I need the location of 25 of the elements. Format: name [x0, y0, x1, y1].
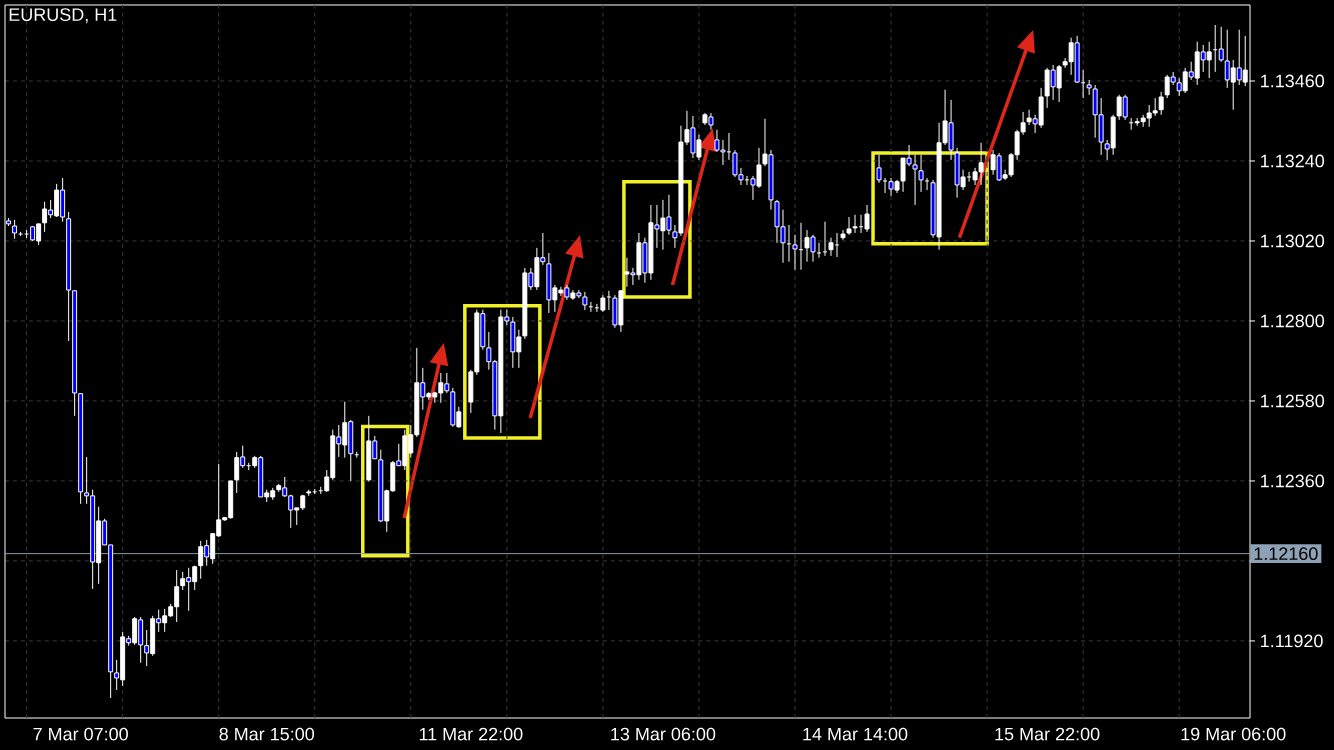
- x-tick-label: 11 Mar 22:00: [419, 727, 523, 741]
- chart-title: EURUSD, H1: [9, 8, 117, 24]
- candlestick: [84, 456, 90, 505]
- candlestick: [1212, 24, 1218, 73]
- candlestick: [1158, 91, 1164, 116]
- y-tick-label: 1.11920: [1261, 634, 1323, 648]
- y-tick-label: 1.12580: [1261, 394, 1325, 408]
- ref-line-label: 1.12160: [1254, 547, 1318, 561]
- x-tick-label: 7 Mar 07:00: [33, 727, 128, 741]
- y-tick-label: 1.13020: [1261, 234, 1325, 248]
- candlestick: [1128, 117, 1134, 131]
- x-tick-label: 15 Mar 22:00: [995, 727, 1100, 741]
- x-tick-label: 13 Mar 06:00: [611, 727, 716, 741]
- candlestick: [588, 301, 594, 313]
- y-tick-label: 1.13460: [1261, 74, 1325, 88]
- y-tick-label: 1.13240: [1261, 154, 1325, 168]
- x-tick-label: 19 Mar 06:00: [1181, 727, 1286, 741]
- x-tick-label: 14 Mar 14:00: [803, 727, 908, 741]
- y-tick-label: 1.12800: [1261, 314, 1325, 328]
- y-tick-label: 1.12360: [1261, 474, 1325, 488]
- candlestick: [786, 224, 792, 263]
- candlestick: [822, 221, 828, 257]
- candlestick: [12, 219, 18, 240]
- candlestick: [486, 331, 492, 371]
- x-tick-label: 8 Mar 15:00: [219, 727, 315, 741]
